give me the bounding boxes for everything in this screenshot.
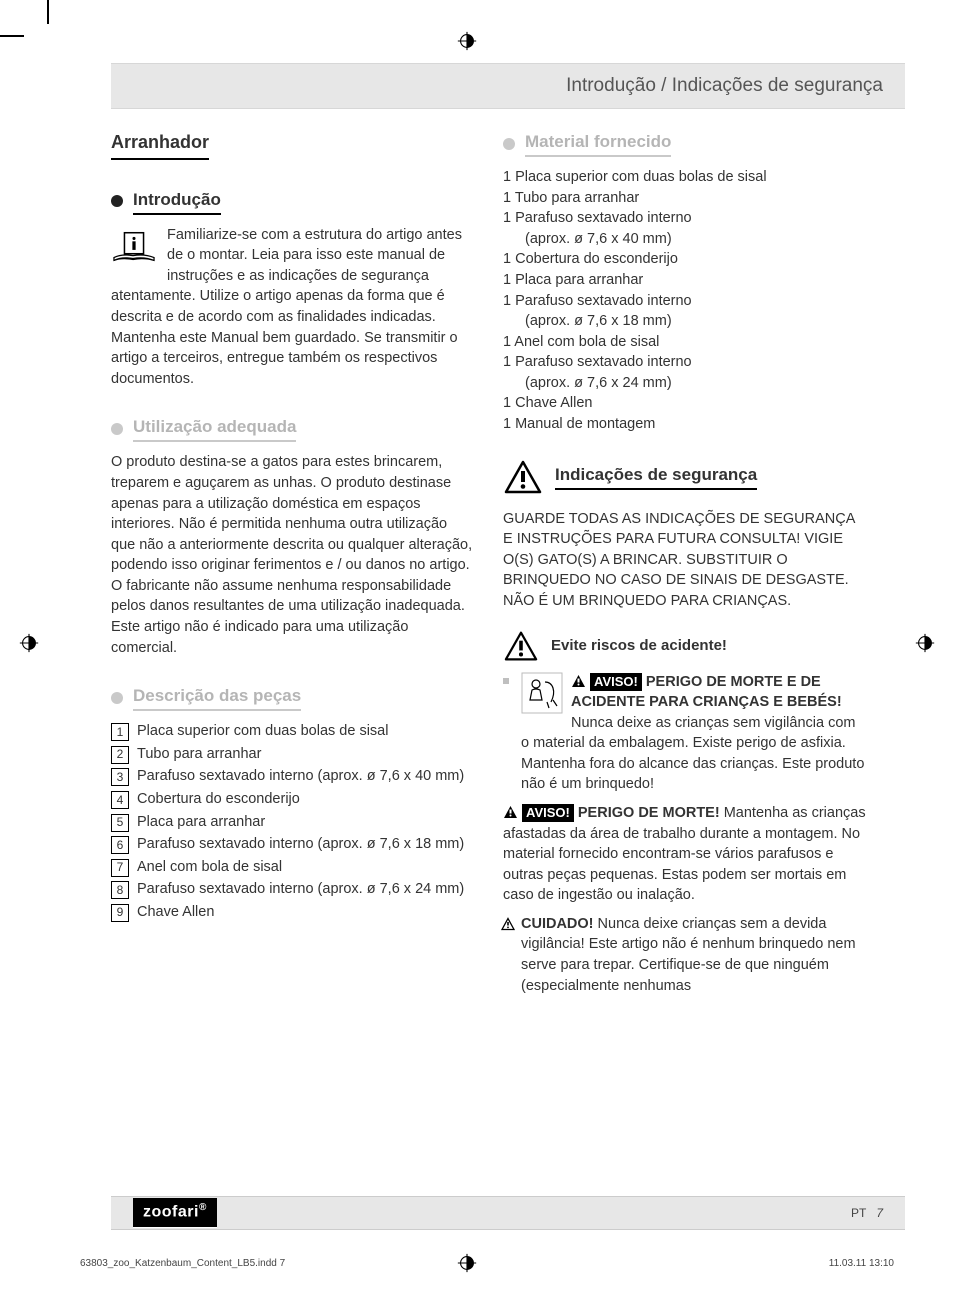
warning-item-3: CUIDADO! Nunca deixe crianças sem a devi… xyxy=(503,914,867,996)
part-number: 8 xyxy=(111,881,129,899)
part-row: 4 Cobertura do esconderijo xyxy=(111,789,475,810)
safety-title: Indicações de segurança xyxy=(555,463,757,490)
supply-item: (aprox. ø 7,6 x 18 mm) xyxy=(525,311,867,332)
warning-outline-icon xyxy=(501,917,515,931)
part-number: 1 xyxy=(111,723,129,741)
supply-item: (aprox. ø 7,6 x 24 mm) xyxy=(525,373,867,394)
product-title: Arranhador xyxy=(111,130,209,160)
section-seguranca: Indicações de segurança GUARDE TODAS AS … xyxy=(503,459,867,997)
evite-title: Evite riscos de acidente! xyxy=(551,635,727,656)
part-row: 6 Parafuso sextavado interno (aprox. ø 7,… xyxy=(111,834,475,855)
part-text: Tubo para arranhar xyxy=(137,744,475,765)
supply-item: 1 Anel com bola de sisal xyxy=(513,332,867,353)
breadcrumb: Introdução / Indicações de segurança xyxy=(566,75,883,97)
registration-icon xyxy=(914,632,936,654)
warning-icon xyxy=(571,674,586,688)
part-row: 3 Parafuso sextavado interno (aprox. ø 7,… xyxy=(111,766,475,787)
crop-mark xyxy=(47,0,49,24)
right-column: Material fornecido 1 Placa superior com … xyxy=(503,130,867,1018)
footer-bar: zoofari® PT 7 xyxy=(111,1196,905,1230)
registration-icon xyxy=(456,1252,478,1274)
safety-caps: GUARDE TODAS AS INDICAÇÕES DE SEGURANÇA … xyxy=(503,509,867,612)
supply-item: 1 Parafuso sextavado interno xyxy=(513,352,867,373)
evite-row: Evite riscos de acidente! xyxy=(503,630,867,662)
supply-item: 1 Chave Allen xyxy=(513,393,867,414)
section-title: Material fornecido xyxy=(525,130,671,157)
parts-list: 1Placa superior com duas bolas de sisal2… xyxy=(111,721,475,922)
part-text: Parafuso sextavado interno (aprox. ø 7,6… xyxy=(137,834,475,855)
section-material: Material fornecido 1 Placa superior com … xyxy=(503,130,867,435)
aviso-badge: AVISO! xyxy=(590,673,642,691)
crop-mark xyxy=(0,35,24,37)
part-row: 2 Tubo para arranhar xyxy=(111,744,475,765)
part-row: 8 Parafuso sextavado interno (aprox. ø 7,… xyxy=(111,879,475,900)
supply-item: 1 Manual de montagem xyxy=(513,414,867,435)
utilizacao-body: O produto destina-se a gatos para estes … xyxy=(111,452,475,658)
bullet-icon xyxy=(111,195,123,207)
registration-icon xyxy=(456,30,478,52)
part-text: Placa para arranhar xyxy=(137,812,475,833)
warning-item-2: AVISO! PERIGO DE MORTE! Mantenha as cria… xyxy=(503,803,867,906)
part-number: 5 xyxy=(111,814,129,832)
part-text: Chave Allen xyxy=(137,902,475,923)
section-utilizacao: Utilização adequada O produto destina-se… xyxy=(111,415,475,658)
warning-icon xyxy=(503,459,543,495)
lang-label: PT xyxy=(851,1206,866,1220)
w2-bold: PERIGO DE MORTE! xyxy=(578,805,720,821)
bullet-icon xyxy=(111,423,123,435)
page-indicator: PT 7 xyxy=(851,1206,883,1220)
square-bullet-icon xyxy=(503,678,509,684)
supply-item: 1 Placa superior com duas bolas de sisal xyxy=(513,167,867,188)
supply-item: 1 Placa para arranhar xyxy=(513,270,867,291)
part-row: 5 Placa para arranhar xyxy=(111,812,475,833)
cuidado-label: CUIDADO! xyxy=(521,916,594,932)
bullet-icon xyxy=(503,138,515,150)
intro-body: Familiarize-se com a estrutura do artigo… xyxy=(111,225,475,390)
part-text: Cobertura do esconderijo xyxy=(137,789,475,810)
part-text: Anel com bola de sisal xyxy=(137,857,475,878)
supply-item: 1 Parafuso sextavado interno xyxy=(513,291,867,312)
content-area: Arranhador Introdução xyxy=(111,130,867,1018)
supply-item: 1 Tubo para arranhar xyxy=(513,188,867,209)
header-bar: Introdução / Indicações de segurança xyxy=(111,63,905,109)
info-book-icon xyxy=(111,227,157,276)
left-column: Arranhador Introdução xyxy=(111,130,475,1018)
part-row: 9 Chave Allen xyxy=(111,902,475,923)
page-number: 7 xyxy=(876,1206,883,1220)
part-number: 3 xyxy=(111,768,129,786)
child-hazard-icon xyxy=(521,672,563,714)
part-number: 6 xyxy=(111,836,129,854)
section-descricao: Descrição das peças 1 Placa superior com … xyxy=(111,684,475,922)
warning-icon xyxy=(503,805,518,819)
aviso-badge: AVISO! xyxy=(522,804,574,822)
part-text: Parafuso sextavado interno (aprox. ø 7,6… xyxy=(137,879,475,900)
part-text: Placa superior com duas bolas de sisal xyxy=(137,721,475,742)
part-row: 7 Anel com bola de sisal xyxy=(111,857,475,878)
warning-item-1: AVISO! PERIGO DE MORTE E DE ACIDENTE PAR… xyxy=(503,672,867,795)
part-number: 9 xyxy=(111,904,129,922)
part-number: 4 xyxy=(111,791,129,809)
part-number: 7 xyxy=(111,859,129,877)
part-row: 1 Placa superior com duas bolas de sisal xyxy=(111,721,475,742)
supply-item: (aprox. ø 7,6 x 40 mm) xyxy=(525,229,867,250)
part-text: Parafuso sextavado interno (aprox. ø 7,6… xyxy=(137,766,475,787)
brand-logo: zoofari® xyxy=(133,1198,217,1227)
registration-icon xyxy=(18,632,40,654)
warning-icon xyxy=(503,630,539,662)
indd-filename: 63803_zoo_Katzenbaum_Content_LB5.indd 7 xyxy=(80,1258,285,1269)
section-introducao: Introdução Familiarize-se com a estrutur… xyxy=(111,188,475,390)
supply-item: 1 Parafuso sextavado interno xyxy=(513,208,867,229)
indd-date: 11.03.11 13:10 xyxy=(829,1258,894,1269)
section-title: Introdução xyxy=(133,188,221,215)
w1-body: Nunca deixe as crianças sem vigilância c… xyxy=(521,715,864,793)
section-title: Utilização adequada xyxy=(133,415,296,442)
bullet-icon xyxy=(111,692,123,704)
section-title: Descrição das peças xyxy=(133,684,301,711)
page: Introdução / Indicações de segurança Arr… xyxy=(0,0,954,1305)
supply-item: 1 Cobertura do esconderijo xyxy=(513,249,867,270)
supply-list: 1 Placa superior com duas bolas de sisal… xyxy=(503,167,867,435)
part-number: 2 xyxy=(111,746,129,764)
